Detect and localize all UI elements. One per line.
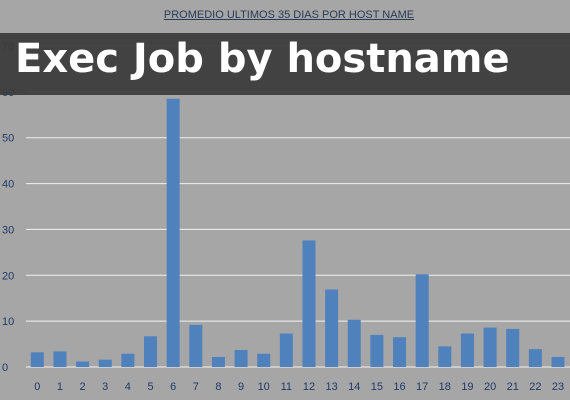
y-tick-label: 10 [2, 316, 14, 328]
bar-4 [121, 353, 135, 367]
x-tick-label: 1 [57, 381, 63, 393]
bar-10 [257, 353, 271, 367]
x-tick-label: 21 [507, 381, 519, 393]
x-tick-label: 11 [281, 381, 292, 393]
x-tick-label: 9 [238, 381, 244, 393]
x-tick-label: 19 [461, 381, 473, 393]
bar-18 [438, 346, 452, 367]
bar-17 [415, 274, 429, 367]
bar-21 [506, 328, 520, 367]
x-tick-label: 7 [193, 381, 199, 393]
x-tick-label: 20 [484, 381, 496, 393]
bar-1 [53, 351, 67, 367]
x-tick-label: 12 [303, 381, 315, 393]
x-tick-label: 13 [325, 381, 337, 393]
bar-22 [528, 349, 542, 367]
x-tick-label: 2 [80, 381, 86, 393]
y-tick-label: 0 [2, 362, 8, 374]
y-tick-label: 30 [2, 224, 14, 236]
x-tick-label: 0 [34, 381, 40, 393]
bar-16 [393, 337, 407, 367]
banner-title: Exec Job by hostname [15, 36, 510, 82]
bar-2 [76, 361, 90, 367]
x-tick-label: 17 [416, 381, 428, 393]
bar-23 [551, 356, 565, 367]
x-tick-label: 10 [258, 381, 270, 393]
x-tick-label: 3 [102, 381, 108, 393]
x-tick-label: 4 [125, 381, 131, 393]
bar-14 [347, 319, 361, 367]
bar-0 [30, 352, 44, 367]
bar-20 [483, 327, 497, 367]
bar-7 [189, 324, 203, 367]
x-tick-label: 18 [439, 381, 451, 393]
bar-12 [302, 240, 316, 367]
x-tick-label: 22 [529, 381, 541, 393]
bar-5 [144, 336, 158, 367]
bar-15 [370, 334, 384, 367]
y-tick-label: 40 [2, 179, 14, 191]
bar-3 [98, 359, 112, 367]
bar-8 [211, 356, 225, 367]
x-tick-label: 23 [552, 381, 564, 393]
x-tick-label: 5 [147, 381, 153, 393]
bar-13 [325, 289, 339, 367]
x-tick-label: 14 [348, 381, 360, 393]
x-tick-label: 16 [393, 381, 405, 393]
x-tick-label: 8 [215, 381, 221, 393]
bar-11 [279, 333, 293, 367]
x-tick-label: 15 [371, 381, 383, 393]
bar-19 [460, 333, 474, 367]
title-banner [0, 33, 570, 95]
y-tick-label: 20 [2, 270, 14, 282]
chart-title: PROMEDIO ULTIMOS 35 DIAS POR HOST NAME [163, 9, 415, 21]
bar-6 [166, 98, 180, 367]
x-tick-label: 6 [170, 381, 176, 393]
bar-9 [234, 350, 248, 367]
y-tick-label: 50 [2, 133, 14, 145]
